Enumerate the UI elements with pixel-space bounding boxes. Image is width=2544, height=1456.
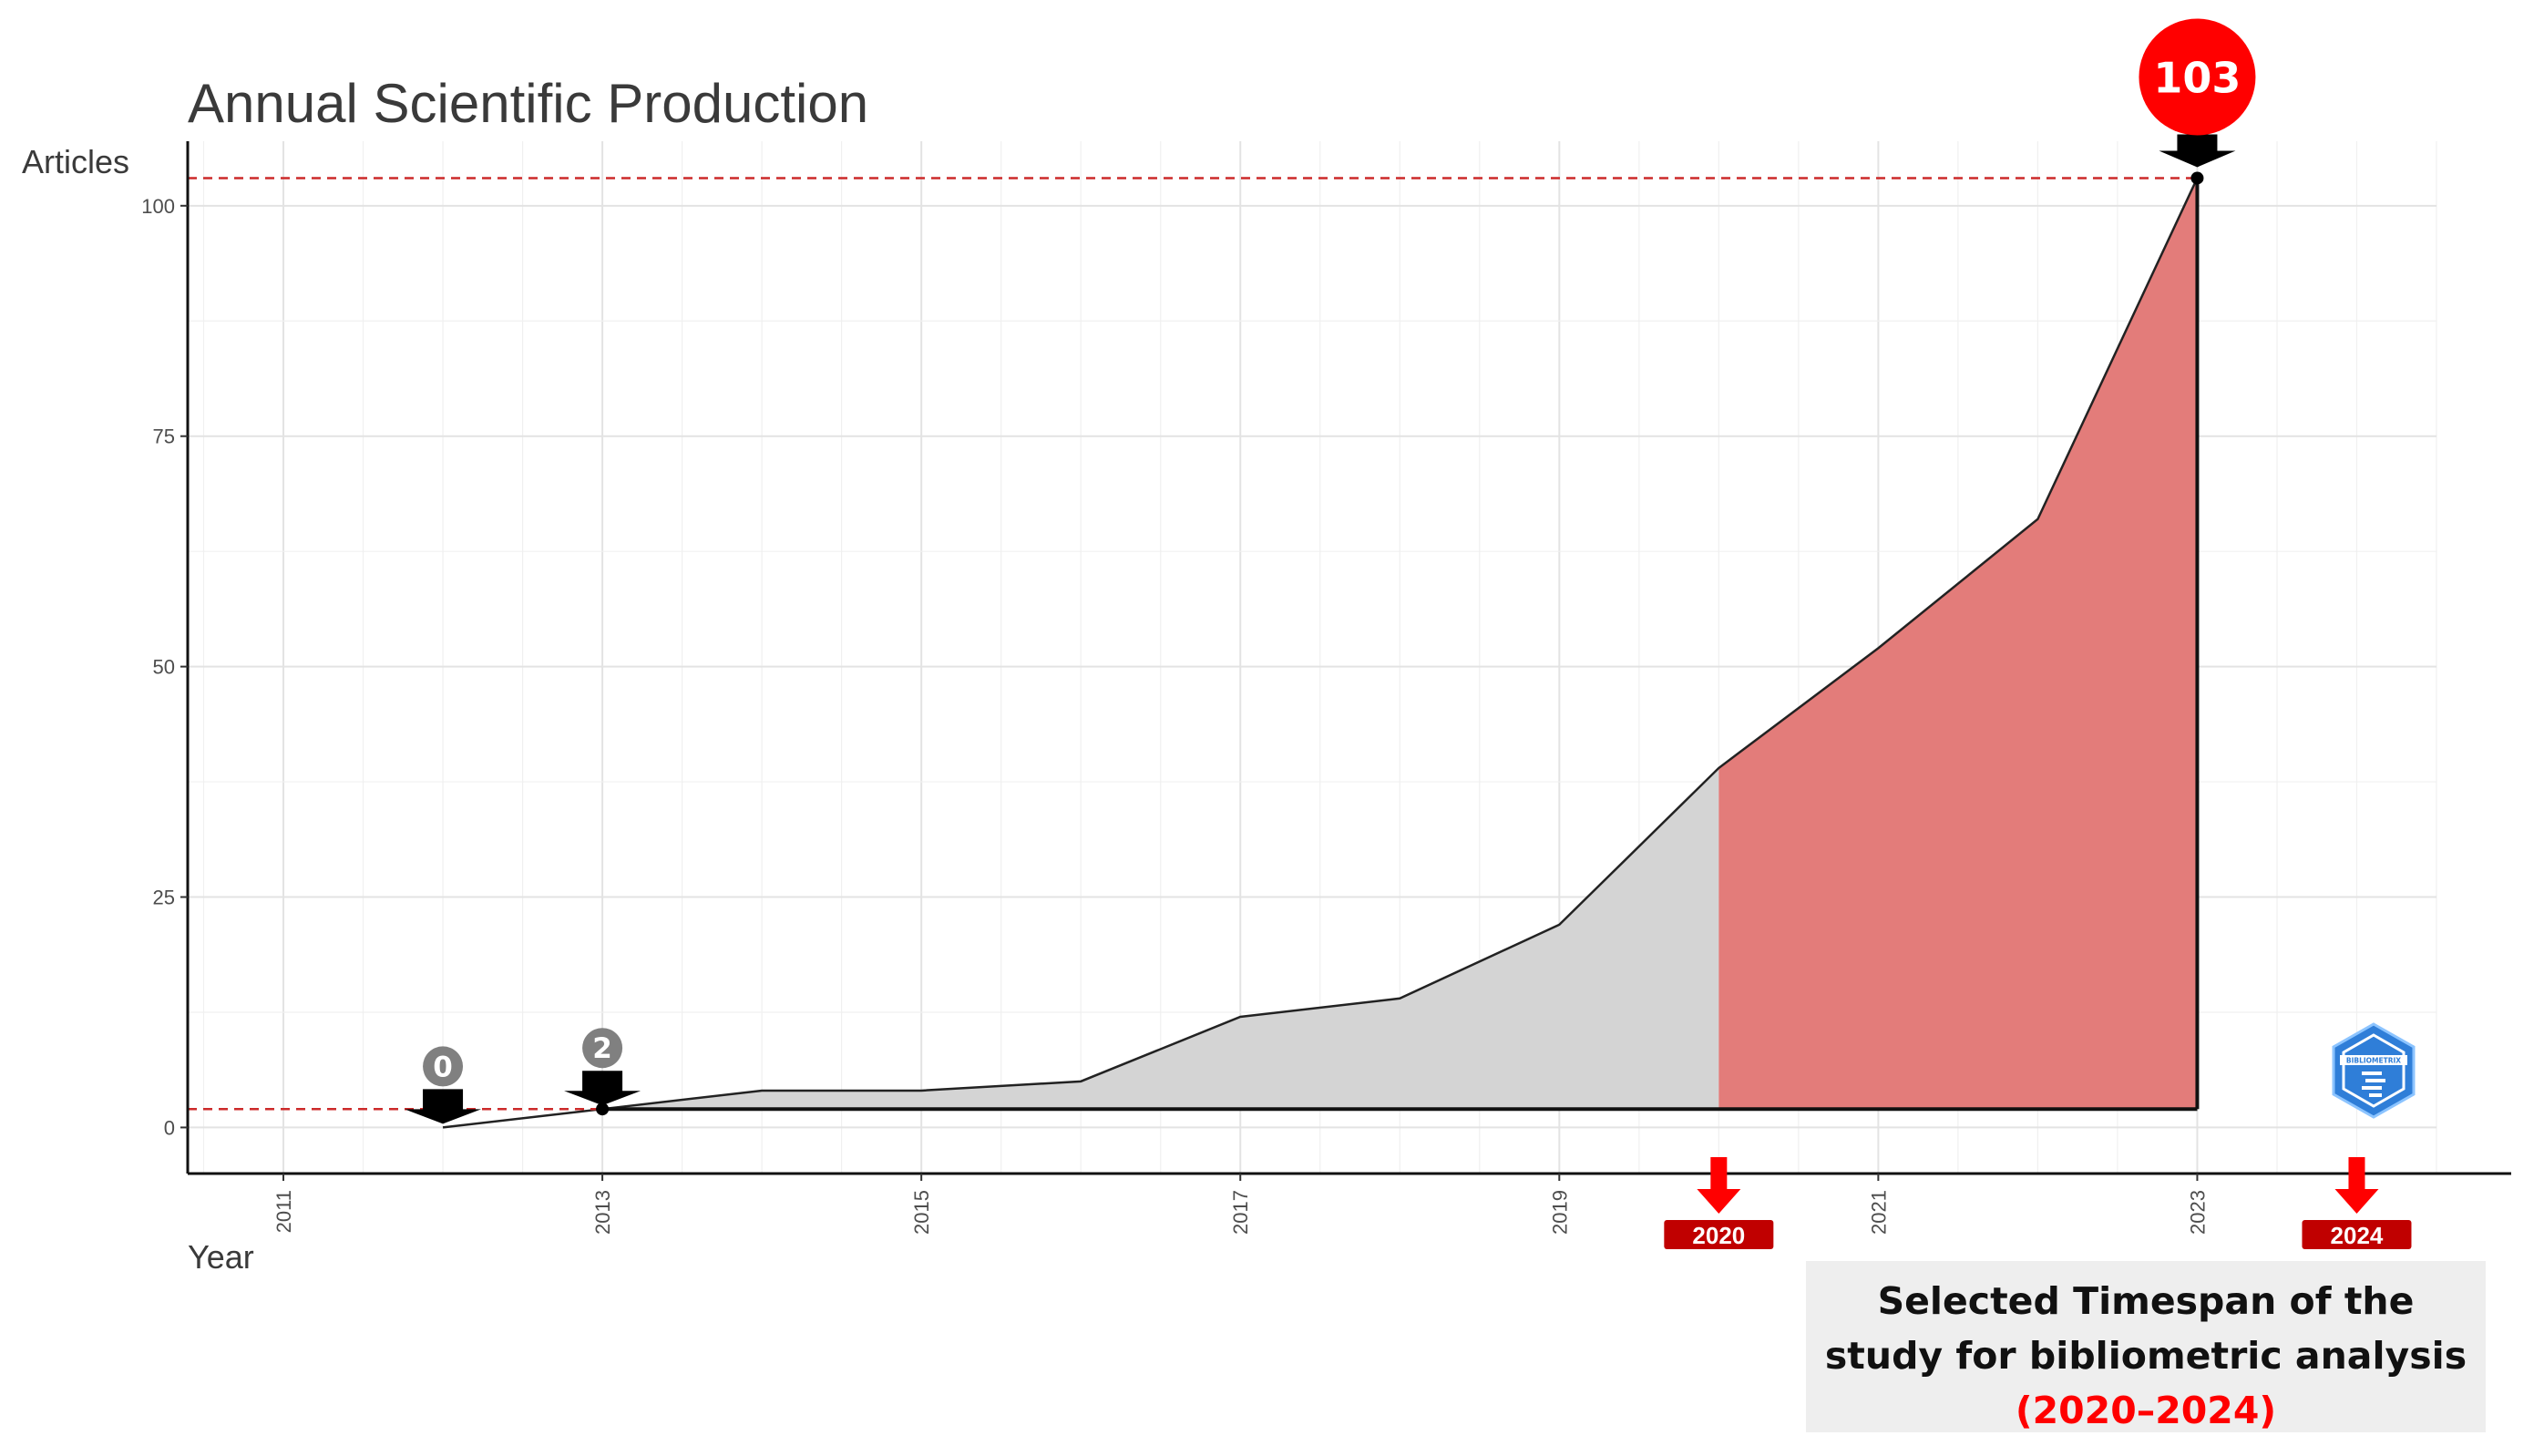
note-line-2: study for bibliometric analysis <box>1824 1334 2467 1378</box>
callout-value: 103 <box>2153 53 2241 102</box>
callout-value: 2 <box>592 1032 612 1065</box>
timespan-arrow-icon <box>2334 1157 2379 1214</box>
tick-labels: 0 25 50 75 100 2011 2013 2015 2017 2019 2021 2023 <box>141 195 2209 1235</box>
chart-title: Annual Scientific Production <box>188 73 868 134</box>
x-tick-label: 2019 <box>1548 1190 1571 1235</box>
y-tick-label: 0 <box>164 1116 175 1139</box>
x-axis-label: Year <box>188 1238 254 1276</box>
y-axis-label: Articles <box>22 143 129 180</box>
x-tick-label: 2011 <box>272 1190 295 1233</box>
callout-badge <box>423 1046 464 1087</box>
timespan-badge <box>2302 1220 2412 1249</box>
y-tick-label: 100 <box>141 195 175 218</box>
callouts: 0 2 103 <box>405 18 2256 1124</box>
x-tick-label: 2023 <box>2186 1190 2209 1235</box>
y-tick-label: 75 <box>153 426 175 448</box>
timespan-markers: 2020 2024 <box>1664 1157 2412 1249</box>
timespan-badge <box>1664 1220 1774 1249</box>
x-tick-label: 2015 <box>910 1190 933 1235</box>
x-tick-label: 2013 <box>591 1190 614 1235</box>
bibliometrix-logo-icon: BIBLIOMETRIX <box>2332 1022 2416 1119</box>
callout-arrow-icon <box>405 1089 482 1124</box>
callout-badge <box>582 1028 623 1069</box>
timespan-badge-label: 2024 <box>2331 1222 2384 1249</box>
area-selected-timespan <box>1718 178 2198 1110</box>
callout-value: 0 <box>433 1051 453 1083</box>
series-line <box>442 177 2199 1129</box>
reference-lines <box>188 177 2198 1111</box>
callout-badge <box>2139 18 2256 136</box>
x-tick-label: 2021 <box>1867 1190 1890 1235</box>
areas <box>442 177 2200 1129</box>
data-point <box>2190 171 2204 185</box>
logo-text: BIBLIOMETRIX <box>2346 1057 2401 1065</box>
timespan-note: Selected Timespan of the study for bibli… <box>1806 1261 2486 1432</box>
note-line-1: Selected Timespan of the <box>1877 1279 2415 1323</box>
timespan-arrow-icon <box>1697 1157 1741 1214</box>
note-range: (2020–2024) <box>2015 1389 2277 1432</box>
axes <box>186 141 2511 1175</box>
timespan-badge-label: 2020 <box>1692 1222 1745 1249</box>
area-before-timespan <box>602 767 1719 1110</box>
y-tick-label: 50 <box>153 656 175 679</box>
y-tick-label: 25 <box>153 887 175 909</box>
callout-arrow-icon <box>2159 134 2236 168</box>
data-point <box>596 1102 610 1116</box>
x-tick-label: 2017 <box>1229 1190 1252 1235</box>
callout-arrow-icon <box>564 1071 641 1106</box>
